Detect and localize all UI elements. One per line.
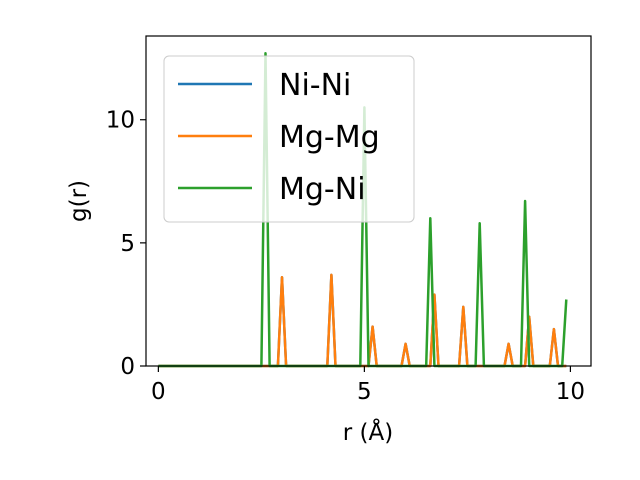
legend-box xyxy=(163,55,415,223)
x-axis-label: r (Å) xyxy=(343,418,393,446)
plot-lines xyxy=(158,51,568,368)
series-line-mg-mg xyxy=(158,273,567,368)
legend: Ni-Ni Mg-Mg Mg-Ni xyxy=(163,55,415,223)
y-axis-label: g(r) xyxy=(66,180,92,222)
y-axis: 0 5 10 xyxy=(106,108,146,380)
legend-label: Mg-Mg xyxy=(279,120,380,155)
plot-frame xyxy=(145,35,592,367)
legend-label: Mg-Ni xyxy=(279,172,366,207)
series-line-mg-ni xyxy=(158,51,568,368)
x-tick-label: 0 xyxy=(151,379,166,405)
x-axis: 0 5 10 xyxy=(151,366,585,405)
x-tick-label: 10 xyxy=(556,379,585,405)
y-tick-label: 0 xyxy=(120,354,135,380)
x-tick-label: 5 xyxy=(357,379,372,405)
y-tick-label: 5 xyxy=(120,231,135,257)
legend-label: Ni-Ni xyxy=(279,68,351,103)
y-tick-label: 10 xyxy=(106,108,135,134)
